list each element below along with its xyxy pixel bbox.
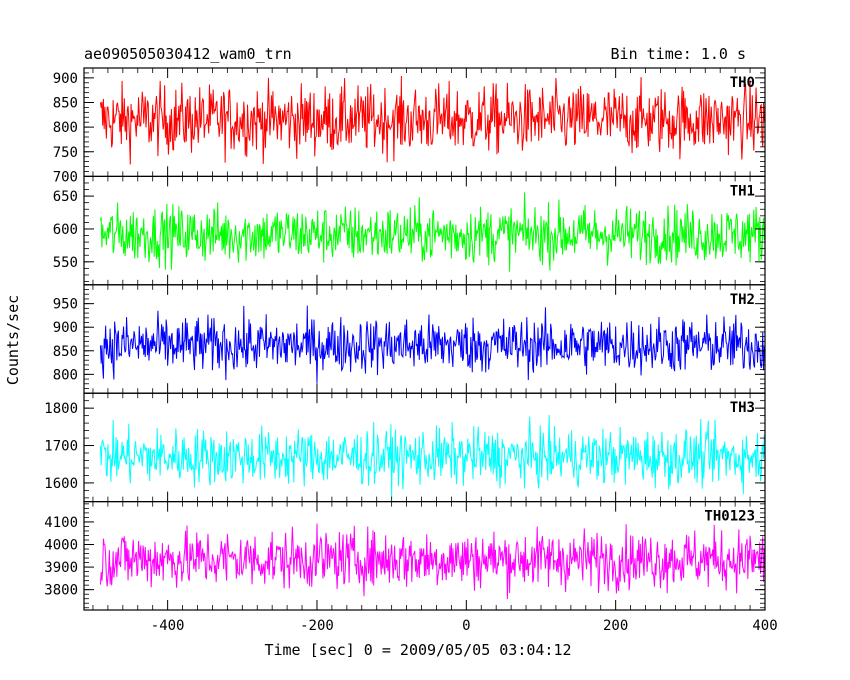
- y-tick-label: 1800: [44, 401, 78, 417]
- x-tick-label: 0: [462, 618, 470, 634]
- series-line-th2: [99, 305, 765, 383]
- panel-label-th2: TH2: [730, 292, 755, 308]
- panels-group: 700 750 800 850 900 TH0 550 600 650 TH1 800 850 900 9…: [44, 67, 778, 634]
- y-tick-label: 800: [53, 120, 78, 136]
- y-tick-label: 650: [53, 189, 78, 205]
- x-axis-label: Time [sec] 0 = 2009/05/05 03:04:12: [264, 641, 571, 659]
- y-tick-label: 4100: [44, 515, 78, 531]
- panel-label-th0: TH0: [730, 75, 755, 91]
- y-tick-label: 3900: [44, 560, 78, 576]
- y-tick-label: 3800: [44, 583, 78, 599]
- panel-frame: [83, 501, 766, 611]
- series-line-th1: [99, 192, 765, 272]
- y-tick-label: 750: [53, 145, 78, 161]
- chart-title: ae090505030412_wam0_trn: [84, 45, 292, 63]
- panel-label-th0123: TH0123: [704, 509, 755, 525]
- y-tick-label: 700: [53, 169, 78, 185]
- y-tick-label: 1700: [44, 439, 78, 455]
- series-line-th3: [99, 415, 765, 499]
- bin-time-label: Bin time: 1.0 s: [611, 45, 746, 63]
- y-tick-label: 1600: [44, 476, 78, 492]
- y-tick-label: 800: [53, 367, 78, 383]
- x-tick-label: -400: [151, 618, 185, 634]
- y-tick-label: 600: [53, 222, 78, 238]
- series-line-th0: [99, 75, 765, 165]
- y-tick-label: 4000: [44, 538, 78, 554]
- y-tick-label: 850: [53, 344, 78, 360]
- panel-label-th1: TH1: [730, 183, 755, 199]
- y-tick-label: 900: [53, 71, 78, 87]
- y-tick-label: 550: [53, 255, 78, 271]
- y-tick-label: 950: [53, 297, 78, 313]
- x-tick-label: 400: [752, 618, 777, 634]
- series-line-th0123: [99, 523, 765, 600]
- y-tick-label: 900: [53, 320, 78, 336]
- x-tick-label: -200: [300, 618, 334, 634]
- y-tick-label: 850: [53, 95, 78, 111]
- y-axis-label: Counts/sec: [4, 295, 22, 385]
- x-tick-label: 200: [603, 618, 628, 634]
- panel-frame: [83, 175, 766, 286]
- panel-label-th3: TH3: [730, 400, 755, 416]
